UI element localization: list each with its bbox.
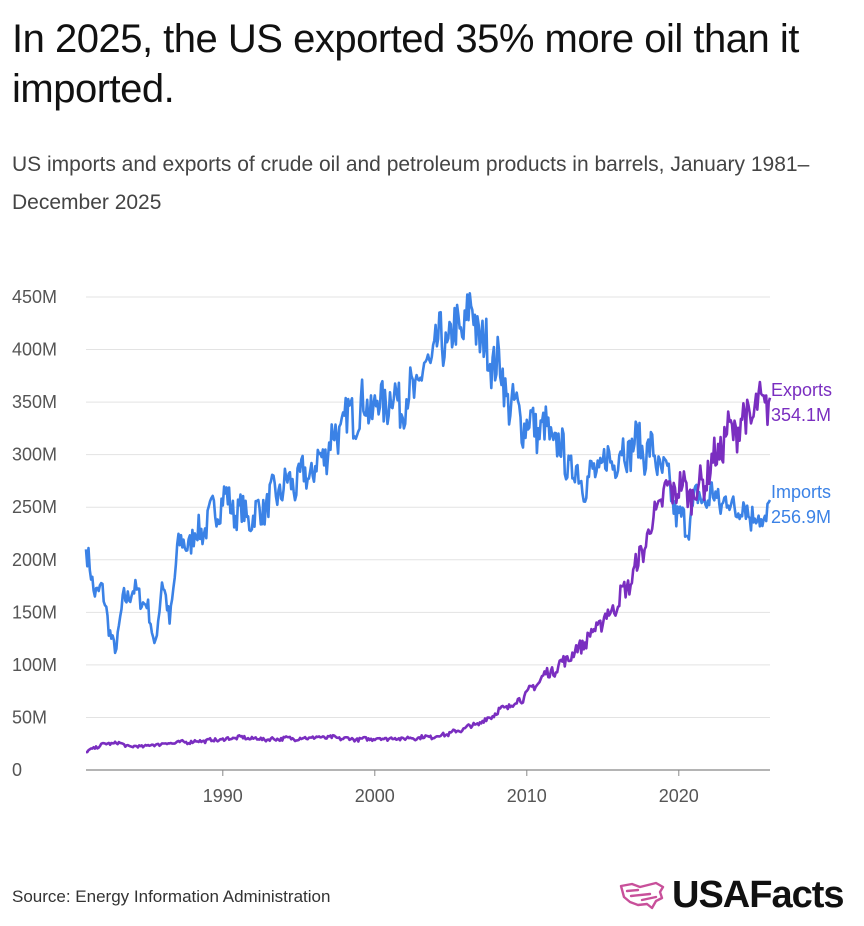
brand-name: USAFacts xyxy=(672,873,844,916)
y-tick-label: 300M xyxy=(12,445,57,465)
series-label-imports: Imports xyxy=(771,482,831,502)
source-note: Source: Energy Information Administratio… xyxy=(12,887,331,906)
x-tick-label: 1990 xyxy=(203,786,243,806)
us-map-icon xyxy=(619,881,665,910)
y-axis-ticks: 0 50M 100M 150M 200M 250M 300M 350M 400M 450M xyxy=(12,287,57,780)
x-tick-label: 2000 xyxy=(355,786,395,806)
x-axis-ticks: 1990 2000 2010 2020 xyxy=(203,770,699,806)
y-tick-label: 50M xyxy=(12,707,47,727)
chart-subtitle: US imports and exports of crude oil and … xyxy=(12,153,810,214)
chart-title: In 2025, the US exported 35% more oil th… xyxy=(12,17,799,111)
series-line-exports xyxy=(86,380,772,754)
y-tick-label: 450M xyxy=(12,287,57,307)
y-tick-label: 100M xyxy=(12,655,57,675)
x-tick-label: 2010 xyxy=(507,786,547,806)
brand-logo[interactable]: USAFacts xyxy=(618,872,844,918)
series-value-imports: 256.9M xyxy=(771,507,831,527)
series-lines xyxy=(84,291,772,754)
y-tick-label: 150M xyxy=(12,602,57,622)
y-tick-label: 0 xyxy=(12,760,22,780)
y-tick-label: 350M xyxy=(12,392,57,412)
series-label-exports: Exports xyxy=(771,380,832,400)
y-tick-label: 400M xyxy=(12,340,57,360)
x-tick-label: 2020 xyxy=(659,786,699,806)
y-tick-label: 200M xyxy=(12,550,57,570)
series-end-labels: Imports 256.9M Exports 354.1M xyxy=(771,380,832,527)
series-value-exports: 354.1M xyxy=(771,405,831,425)
series-line-imports xyxy=(84,291,772,655)
y-tick-label: 250M xyxy=(12,497,57,517)
grid-lines xyxy=(86,296,770,771)
